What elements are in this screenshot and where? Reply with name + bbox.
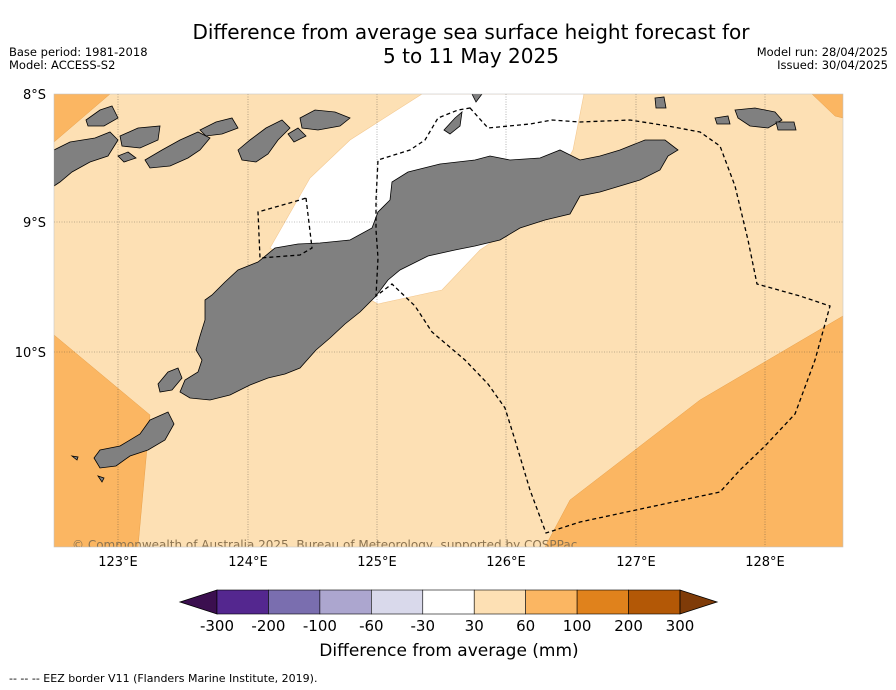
map-area: © Commonwealth of Australia 2025, Bureau…	[54, 94, 843, 552]
colorbar-tick-label: -200	[251, 617, 285, 635]
colorbar-extend-high	[679, 589, 719, 615]
base-period: Base period: 1981-2018	[9, 45, 148, 59]
lon-label-124e: 124°E	[228, 555, 268, 570]
colorbar-title: Difference from average (mm)	[319, 641, 579, 661]
map-title: Difference from average sea surface heig…	[0, 20, 896, 68]
lon-label-127e: 127°E	[616, 555, 656, 570]
lat-label-8s: 8°S	[23, 88, 46, 103]
title-line-1: Difference from average sea surface heig…	[192, 20, 750, 44]
model-name: Model: ACCESS-S2	[9, 58, 116, 72]
contour-nw	[54, 94, 111, 143]
eez-border-west	[257, 197, 313, 259]
colorbar-segment	[371, 589, 424, 615]
model-run: Model run: 28/04/2025	[756, 45, 888, 59]
title-line-2: 5 to 11 May 2025	[383, 44, 559, 68]
colorbar-segment	[319, 589, 372, 615]
colorbar-tick-label: 30	[465, 617, 484, 635]
lat-label-9s: 9°S	[23, 216, 46, 231]
colorbar-segment	[268, 589, 321, 615]
meta-right: Model run: 28/04/2025 Issued: 30/04/2025	[757, 46, 888, 72]
colorbar-extend-low	[178, 589, 218, 615]
colorbar: -300 -200 -100 -60 -30 30 60 100 200 300	[178, 589, 719, 635]
issued-date: Issued: 30/04/2025	[777, 58, 888, 72]
colorbar-segment	[216, 589, 269, 615]
colorbar-tick-label: 300	[666, 617, 695, 635]
contour-se	[544, 315, 843, 547]
copyright-text: © Commonwealth of Australia 2025, Bureau…	[72, 538, 577, 552]
contour-sw	[54, 334, 151, 547]
lon-label-128e: 128°E	[745, 555, 785, 570]
lon-label-123e: 123°E	[98, 555, 138, 570]
colorbar-tick-label: 60	[516, 617, 535, 635]
contour-ne	[811, 94, 843, 119]
eez-border	[375, 107, 831, 534]
colorbar-tick-label: -30	[411, 617, 436, 635]
colorbar-segment	[422, 589, 475, 615]
lon-label-126e: 126°E	[486, 555, 526, 570]
colorbar-tick-label: -300	[200, 617, 234, 635]
colorbar-segment	[525, 589, 578, 615]
meta-left: Base period: 1981-2018 Model: ACCESS-S2	[9, 46, 148, 72]
lat-label-10s: 10°S	[15, 346, 46, 361]
colorbar-tick-label: 200	[614, 617, 643, 635]
eez-footnote: -- -- -- EEZ border V11 (Flanders Marine…	[9, 672, 318, 685]
map-frame	[53, 93, 844, 548]
colorbar-segment	[576, 589, 629, 615]
colorbar-tick-label: 100	[563, 617, 592, 635]
land	[54, 94, 797, 483]
colorbar-segment	[473, 589, 526, 615]
lon-label-125e: 125°E	[357, 555, 397, 570]
colorbar-tick-label: -100	[303, 617, 337, 635]
colorbar-segment	[628, 589, 681, 615]
colorbar-tick-label: -60	[359, 617, 384, 635]
